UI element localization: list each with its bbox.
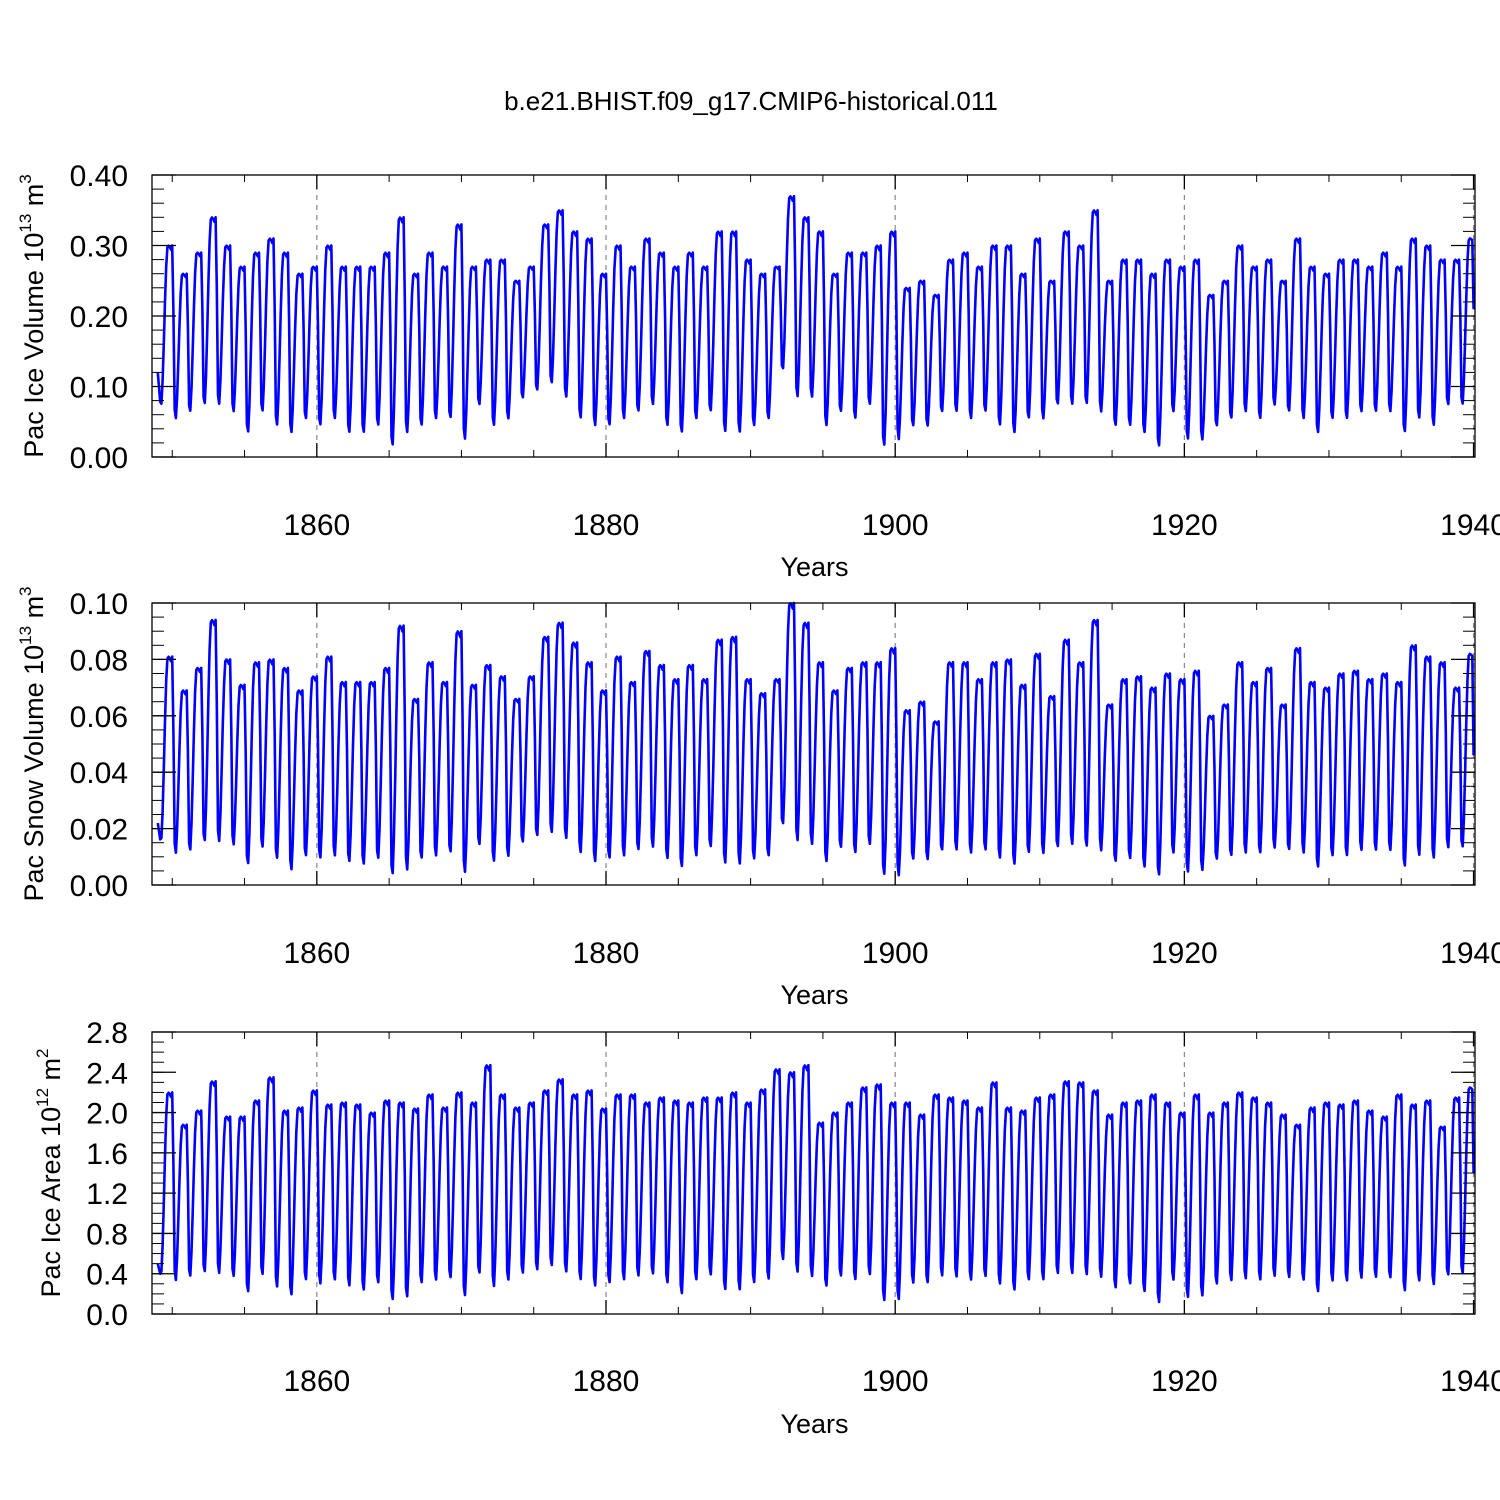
y-tick-label: 0.04 <box>70 757 128 790</box>
panels: 1860 1880 1900 1920 19400.000.100.200.300.40… <box>16 160 1500 1439</box>
x-tick-label: 1900 <box>862 509 929 542</box>
x-tick-label: 1860 <box>283 1365 350 1398</box>
x-tick-label: 1880 <box>573 509 640 542</box>
panel-3: 1860 1880 1900 1920 1940 0.0 0.4 0.8 1.2 1.6 2.0 2.… <box>33 1017 1500 1439</box>
x-axis-label: Years <box>780 980 848 1010</box>
x-tick-label: 1920 <box>1151 509 1218 542</box>
y-tick-label: 0.10 <box>70 588 128 621</box>
figure-title: b.e21.BHIST.f09_g17.CMIP6-historical.011 <box>504 86 998 116</box>
y-tick-label: 0.40 <box>70 160 128 193</box>
y-tick-label: 0.10 <box>70 372 128 405</box>
y-tick-label: 0.02 <box>70 814 128 847</box>
y-tick-label: 0.8 <box>86 1218 128 1251</box>
y-tick-label: 2.0 <box>86 1098 128 1131</box>
x-tick-label: 1860 <box>283 937 350 970</box>
x-tick-label: 1900 <box>862 937 929 970</box>
y-tick-label: 0.30 <box>70 231 128 264</box>
y-tick-label: 0.00 <box>70 442 128 475</box>
y-tick-label: 2.8 <box>86 1017 128 1050</box>
x-tick-label: 1940 <box>1440 1365 1500 1398</box>
x-tick-label: 1860 <box>283 509 350 542</box>
x-tick-label: 1920 <box>1151 937 1218 970</box>
panel-1: 1860 1880 1900 1920 1940 0.00 0.10 0.20 0.30 0.40… <box>16 160 1500 582</box>
x-tick-label: 1940 <box>1440 937 1500 970</box>
x-tick-label: 1920 <box>1151 1365 1218 1398</box>
y-tick-label: 0.06 <box>70 701 128 734</box>
y-tick-label: 1.2 <box>86 1178 128 1211</box>
x-tick-label: 1940 <box>1440 509 1500 542</box>
y-tick-label: 0.0 <box>86 1299 128 1332</box>
y-tick-label: 0.4 <box>86 1259 128 1292</box>
x-tick-label: 1900 <box>862 1365 929 1398</box>
x-tick-label: 1880 <box>573 937 640 970</box>
series-line <box>156 601 1475 877</box>
series-line <box>156 1063 1475 1304</box>
y-tick-label: 0.08 <box>70 644 128 677</box>
x-tick-label: 1880 <box>573 1365 640 1398</box>
panel-2: 1860 1880 1900 1920 1940 0.00 0.02 0.04 0.06 0.08… <box>16 586 1500 1010</box>
x-axis-label: Years <box>780 552 848 582</box>
y-axis-label: Pac Ice Volume 1013 m3 <box>16 174 49 458</box>
x-axis-label: Years <box>780 1409 848 1439</box>
y-tick-label: 1.6 <box>86 1138 128 1171</box>
y-axis-label: Pac Snow Volume 1013 m3 <box>16 586 49 901</box>
y-tick-label: 0.00 <box>70 870 128 903</box>
y-axis-label: Pac Ice Area 1012 m2 <box>33 1048 66 1297</box>
y-tick-label: 2.4 <box>86 1057 128 1090</box>
y-tick-label: 0.20 <box>70 301 128 334</box>
series-line <box>156 194 1475 447</box>
